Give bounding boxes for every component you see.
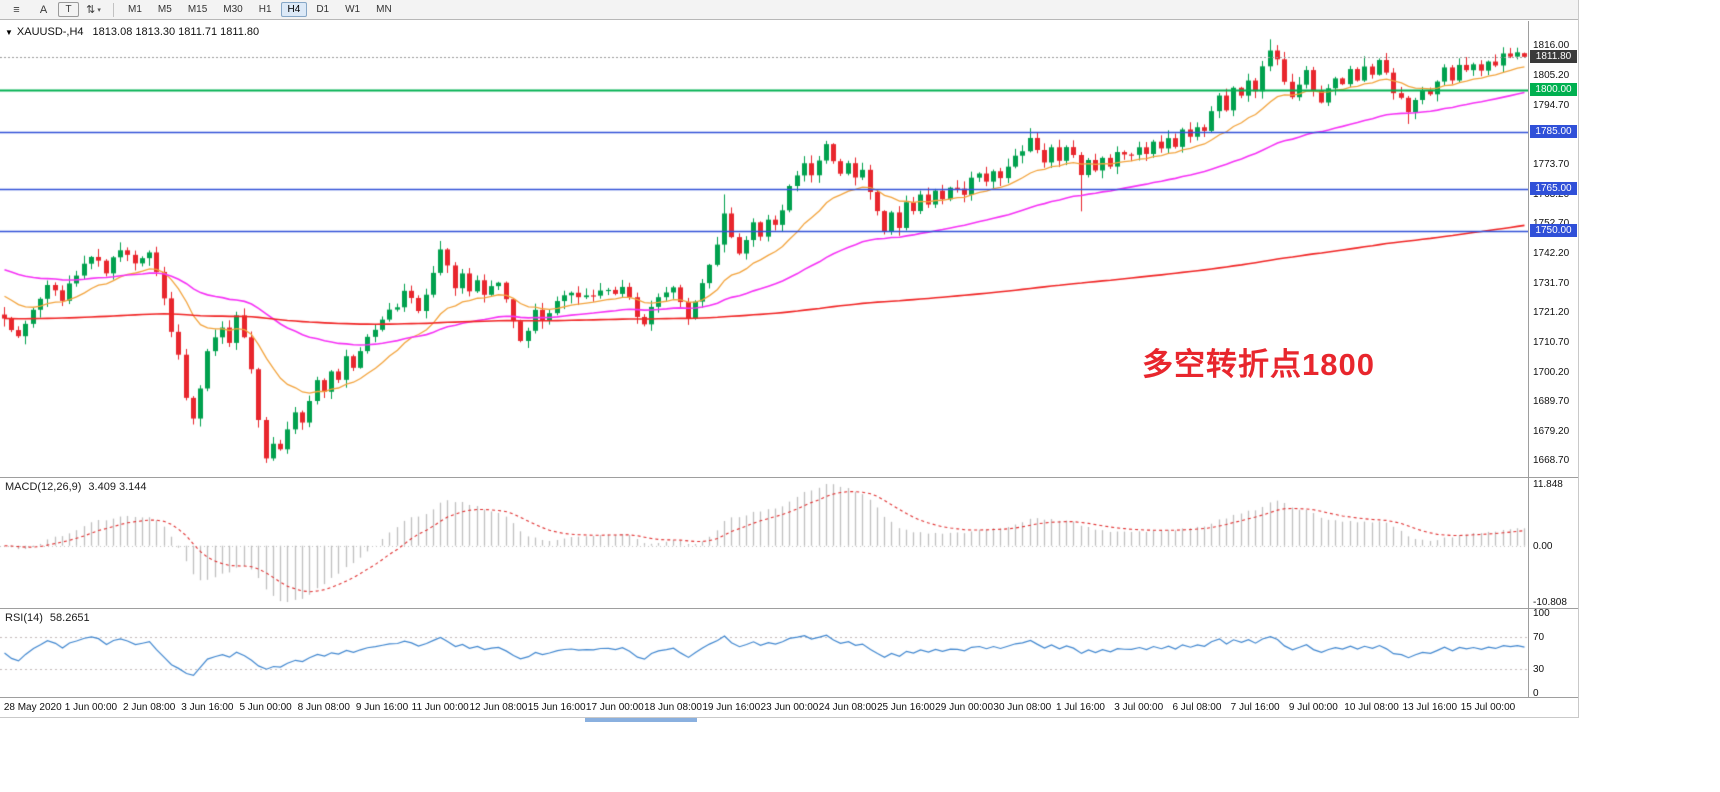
price-tick: 1805.20 [1533,70,1570,82]
scale-separator [1528,21,1529,697]
timeframe-button-h4[interactable]: H4 [280,2,308,17]
macd-values: 3.409 3.144 [88,481,147,493]
tool-objects-button[interactable]: ⇅ ▾ [86,4,101,16]
time-label: 19 Jun 16:00 [702,702,761,713]
price-tick: 1689.70 [1533,396,1570,408]
time-label: 18 Jun 08:00 [644,702,702,713]
pane-separator [0,697,1578,698]
time-label: 15 Jul 00:00 [1460,702,1516,713]
macd-canvas[interactable] [0,478,1528,608]
time-label: 28 May 2020 [3,702,62,713]
timeframe-button-h1[interactable]: H1 [258,4,272,15]
price-tick: 1700.20 [1533,366,1570,378]
level-badge-1750-00: 1750.00 [1530,224,1577,238]
window-bottom-edge [0,717,1579,718]
timeframe-button-m1[interactable]: M1 [128,4,142,15]
time-label: 3 Jun 16:00 [181,702,234,713]
price-tick: 1679.20 [1533,425,1570,437]
level-badge-1800-00: 1800.00 [1530,83,1577,97]
timeframe-button-m15[interactable]: M15 [187,4,208,15]
price-tick: 1773.70 [1533,159,1570,171]
tool-cursor-button[interactable]: A [39,3,48,16]
time-label: 11 Jun 00:00 [411,702,469,713]
timeframe-button-d1[interactable]: D1 [316,4,330,15]
time-label: 10 Jul 08:00 [1344,702,1399,713]
time-label: 17 Jun 00:00 [585,702,644,713]
price-chart-canvas[interactable] [0,21,1528,477]
bottom-scrollbar-fragment [585,718,697,722]
timeframe-button-w1[interactable]: W1 [345,4,361,15]
price-tick: 1816.00 [1533,39,1570,51]
macd-label: MACD(12,26,9) [5,481,82,493]
toolbar-separator [113,2,114,17]
rsi-label: RSI(14) [5,612,43,624]
price-tick: 1742.20 [1533,248,1570,260]
time-label: 6 Jul 08:00 [1172,702,1222,713]
time-label: 12 Jun 08:00 [469,702,528,713]
toolbar-tools: ≡ A T ⇅ ▾ [3,1,107,19]
pane-separator[interactable] [0,608,1578,609]
time-label: 8 Jun 08:00 [297,702,350,713]
window-right-edge [1578,0,1579,718]
time-label: 2 Jun 08:00 [123,702,176,713]
rsi-axis-label: 100 [1533,608,1550,619]
price-tick: 1731.70 [1533,277,1570,289]
time-label: 5 Jun 00:00 [239,702,292,713]
rsi-axis-label: 0 [1533,688,1539,699]
time-label: 13 Jul 16:00 [1402,702,1458,713]
symbol-info: ▼ XAUUSD-,H4 1813.08 1813.30 1811.71 1811.… [5,26,259,38]
time-label: 15 Jun 16:00 [527,702,586,713]
toolbar: ≡ A T ⇅ ▾ M1 M5 M15 M30 H1 H4 D1 W1 MN [0,0,1578,20]
pane-separator[interactable] [0,477,1578,478]
time-label: 1 Jun 00:00 [64,702,118,713]
macd-axis-label: 0.00 [1533,540,1553,552]
timeframe-button-m5[interactable]: M5 [157,4,172,15]
symbol-period-label: XAUUSD-,H4 [16,26,84,38]
time-label: 1 Jul 16:00 [1056,702,1105,713]
time-label: 25 Jun 16:00 [876,702,935,713]
rsi-axis-label: 30 [1533,664,1545,675]
ohlc-values: 1813.08 1813.30 1811.71 1811.80 [92,26,260,38]
level-badge-1765-00: 1765.00 [1530,181,1577,195]
rsi-axis-label: 70 [1533,632,1545,643]
symbol-dropdown-icon[interactable]: ▼ [5,28,13,37]
timeframe-group: M1 M5 M15 M30 H1 H4 D1 W1 MN [120,2,400,17]
current-price-badge: 1811.80 [1530,49,1577,63]
time-label: 9 Jun 16:00 [355,702,409,713]
rsi-canvas[interactable] [0,609,1528,697]
time-label: 3 Jul 00:00 [1114,702,1164,713]
time-label: 7 Jul 16:00 [1230,702,1280,713]
dropdown-caret-icon: ▾ [97,6,101,14]
time-label: 29 Jun 00:00 [935,702,994,713]
time-label: 24 Jun 08:00 [818,702,877,713]
price-tick: 1752.70 [1533,218,1569,229]
timeframe-button-mn[interactable]: MN [376,4,392,15]
time-label: 30 Jun 08:00 [993,702,1052,713]
rsi-value: 58.2651 [49,612,90,624]
price-tick: 1794.70 [1533,100,1570,112]
price-tick: 1721.20 [1533,307,1570,319]
annotation-text: 多空转折点1800 [1142,347,1375,382]
level-badge-1785-00: 1785.00 [1530,125,1577,139]
price-tick: 1710.70 [1533,336,1570,348]
price-tick: 1668.70 [1533,455,1570,467]
macd-axis-label: -10.808 [1533,597,1567,608]
tool-menu-button[interactable]: ≡ [13,3,20,16]
macd-axis-label: 11.848 [1533,479,1563,490]
tool-text-button[interactable]: T [58,2,79,17]
time-label: 9 Jul 00:00 [1288,702,1338,713]
time-label: 23 Jun 00:00 [760,702,819,713]
macd-title: MACD(12,26,9) 3.409 3.144 [5,481,147,493]
timeframe-button-m30[interactable]: M30 [223,4,243,15]
rsi-title: RSI(14) 58.2651 [5,612,90,624]
